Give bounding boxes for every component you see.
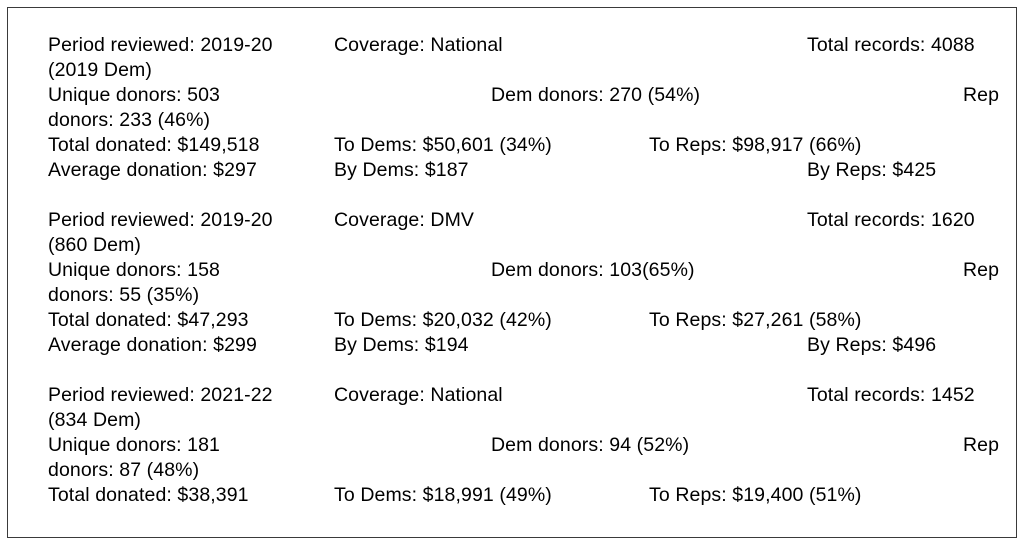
average-donation: Average donation: $297 <box>48 159 257 181</box>
to-reps: To Reps: $27,261 (58%) <box>649 309 862 331</box>
period-reviewed: Period reviewed: 2019-20 <box>48 209 273 231</box>
total-donated: Total donated: $149,518 <box>48 134 260 156</box>
by-dems: By Dems: $194 <box>334 334 469 356</box>
dem-donors: Dem donors: 94 (52%) <box>491 434 690 456</box>
to-dems: To Dems: $18,991 (49%) <box>334 484 552 506</box>
summary-panel: Period reviewed: 2019-20 Coverage: Natio… <box>7 7 1017 538</box>
period-reviewed: Period reviewed: 2021-22 <box>48 384 273 406</box>
unique-donors: Unique donors: 158 <box>48 259 221 281</box>
dem-donors: Dem donors: 270 (54%) <box>491 84 701 106</box>
by-reps: By Reps: $496 <box>807 334 937 356</box>
rep-donors-label: Rep <box>963 84 1000 106</box>
period-reviewed-continued: (2019 Dem) <box>48 59 152 81</box>
rep-donors-continued: donors: 55 (35%) <box>48 284 200 306</box>
coverage: Coverage: National <box>334 384 503 406</box>
rep-donors-label: Rep <box>963 434 1000 456</box>
total-records: Total records: 1452 <box>807 384 975 406</box>
total-donated: Total donated: $47,293 <box>48 309 249 331</box>
by-reps: By Reps: $425 <box>807 159 937 181</box>
period-reviewed: Period reviewed: 2019-20 <box>48 34 273 56</box>
period-reviewed-continued: (860 Dem) <box>48 234 142 256</box>
dem-donors: Dem donors: 103(65%) <box>491 259 695 281</box>
unique-donors: Unique donors: 503 <box>48 84 221 106</box>
rep-donors-continued: donors: 87 (48%) <box>48 459 200 481</box>
by-dems: By Dems: $187 <box>334 159 469 181</box>
rep-donors-continued: donors: 233 (46%) <box>48 109 211 131</box>
to-dems: To Dems: $20,032 (42%) <box>334 309 552 331</box>
unique-donors: Unique donors: 181 <box>48 434 221 456</box>
total-donated: Total donated: $38,391 <box>48 484 249 506</box>
coverage: Coverage: National <box>334 34 503 56</box>
to-reps: To Reps: $98,917 (66%) <box>649 134 862 156</box>
average-donation: Average donation: $299 <box>48 334 257 356</box>
coverage: Coverage: DMV <box>334 209 475 231</box>
to-reps: To Reps: $19,400 (51%) <box>649 484 862 506</box>
to-dems: To Dems: $50,601 (34%) <box>334 134 552 156</box>
rep-donors-label: Rep <box>963 259 1000 281</box>
total-records: Total records: 4088 <box>807 34 975 56</box>
period-reviewed-continued: (834 Dem) <box>48 409 142 431</box>
total-records: Total records: 1620 <box>807 209 975 231</box>
